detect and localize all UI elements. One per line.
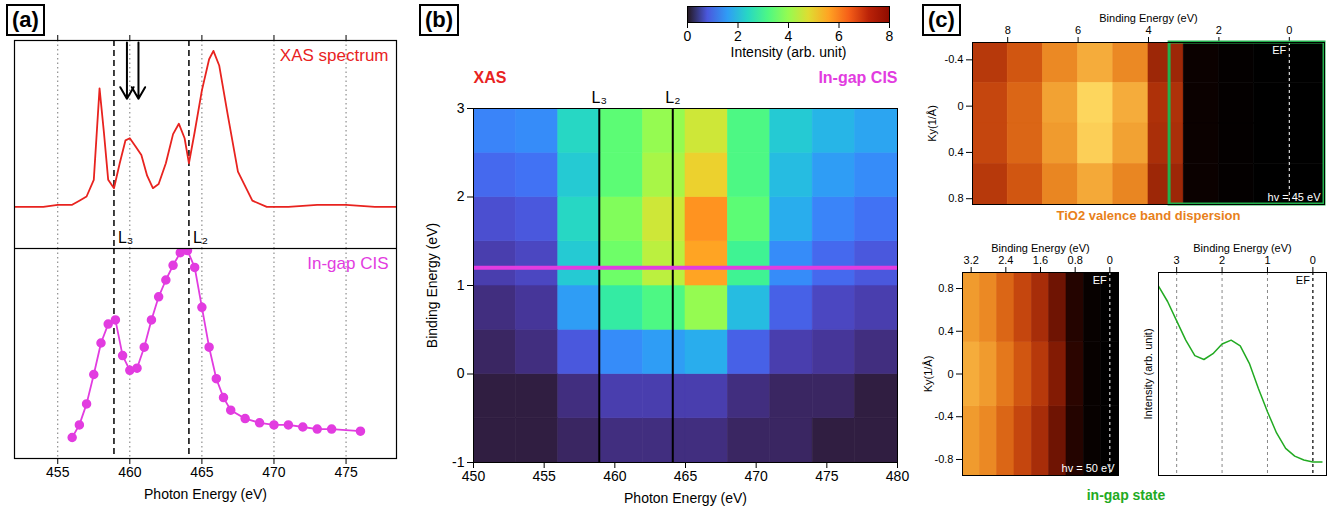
svg-text:-0.4: -0.4 [945,53,964,65]
svg-text:Photon Energy (eV): Photon Energy (eV) [144,486,267,502]
svg-text:In-gap CIS: In-gap CIS [307,254,388,273]
svg-text:4: 4 [785,28,793,44]
svg-text:Binding Energy (eV): Binding Energy (eV) [1099,12,1197,24]
svg-text:6: 6 [1075,24,1081,36]
svg-text:465: 465 [190,464,214,480]
svg-text:1: 1 [1264,254,1270,266]
svg-text:EF: EF [1272,44,1286,56]
svg-text:XAS spectrum: XAS spectrum [280,46,389,65]
svg-text:0.8: 0.8 [1068,254,1083,266]
svg-text:0.8: 0.8 [938,282,953,294]
svg-text:EF: EF [1296,274,1310,286]
svg-text:0.4: 0.4 [938,325,953,337]
svg-text:L₂: L₂ [193,229,208,246]
svg-text:-0.8: -0.8 [935,453,954,465]
svg-text:8: 8 [1005,24,1011,36]
svg-text:455: 455 [46,464,70,480]
svg-text:Binding Energy (eV): Binding Energy (eV) [424,223,440,348]
html-text:(c): (c) [928,7,955,32]
svg-text:Intensity (arb. unit): Intensity (arb. unit) [731,44,847,60]
svg-text:2: 2 [734,28,742,44]
svg-text:480: 480 [886,468,910,484]
svg-text:3.2: 3.2 [964,254,979,266]
svg-text:4: 4 [1145,24,1151,36]
svg-text:0: 0 [1107,254,1113,266]
svg-text:-0.4: -0.4 [935,410,954,422]
svg-text:460: 460 [118,464,142,480]
svg-text:2: 2 [457,188,465,204]
html-text:in-gap state: in-gap state [1086,487,1166,503]
svg-text:3: 3 [457,100,465,116]
svg-text:0.4: 0.4 [948,146,963,158]
svg-text:1.6: 1.6 [1033,254,1048,266]
svg-text:475: 475 [815,468,839,484]
svg-text:Ky(1/Å): Ky(1/Å) [922,356,934,393]
svg-text:2: 2 [1216,24,1222,36]
svg-text:L₃: L₃ [118,229,133,246]
svg-text:hv = 45 eV: hv = 45 eV [1268,191,1322,203]
svg-text:2: 2 [1219,254,1225,266]
svg-text:0: 0 [947,368,953,380]
svg-text:1: 1 [457,277,465,293]
svg-text:465: 465 [674,468,698,484]
svg-text:6: 6 [835,28,843,44]
svg-text:470: 470 [262,464,286,480]
svg-text:475: 475 [334,464,358,480]
svg-text:Binding Energy (eV): Binding Energy (eV) [991,242,1089,254]
svg-text:455: 455 [532,468,556,484]
svg-text:Binding Energy (eV): Binding Energy (eV) [1193,242,1291,254]
svg-text:0.8: 0.8 [948,192,963,204]
svg-text:470: 470 [744,468,768,484]
svg-text:-1: -1 [452,454,465,470]
html-text:(b): (b) [425,7,454,32]
svg-text:hv = 50 eV: hv = 50 eV [1062,462,1116,474]
svg-text:450: 450 [462,468,486,484]
svg-text:2.4: 2.4 [998,254,1013,266]
svg-text:8: 8 [886,28,894,44]
svg-text:Ky(1/Å): Ky(1/Å) [926,105,938,142]
svg-text:L₃: L₃ [592,89,607,106]
svg-text:L₂: L₂ [665,89,680,106]
svg-text:0: 0 [684,28,692,44]
svg-text:EF: EF [1093,274,1107,286]
html-text:(a): (a) [12,7,39,32]
svg-text:0: 0 [957,100,963,112]
svg-text:XAS: XAS [474,69,507,86]
svg-text:Photon Energy (eV): Photon Energy (eV) [624,490,747,506]
svg-text:0: 0 [1286,24,1292,36]
svg-text:3: 3 [1174,254,1180,266]
svg-text:Intensity (arb. unit): Intensity (arb. unit) [1142,328,1154,419]
svg-text:460: 460 [603,468,627,484]
svg-text:In-gap CIS: In-gap CIS [818,69,897,86]
svg-text:0: 0 [1310,254,1316,266]
svg-text:0: 0 [457,365,465,381]
svg-text:TiO2 valence band dispersion: TiO2 valence band dispersion [1057,208,1241,223]
